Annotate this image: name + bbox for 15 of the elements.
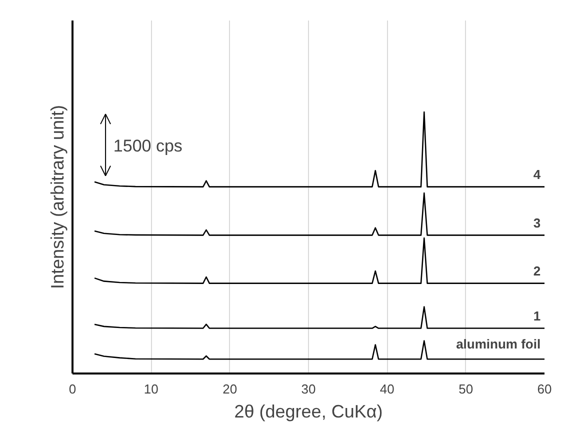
x-axis-title: 2θ (degree, CuKα) [234,402,383,422]
y-axis-title: Intensity (arbitrary unit) [48,104,68,290]
x-tick-label: 20 [222,382,238,396]
series-label: 3 [533,215,541,230]
series-label: 1 [533,308,541,324]
series-label: 4 [533,166,542,182]
series-label: aluminum foil [456,336,541,352]
x-tick-label: 10 [144,382,158,396]
annotation: 1500 cps [113,136,182,156]
x-tick-label: 60 [537,382,552,396]
series-label: 2 [533,263,541,278]
x-tick-label: 40 [380,382,394,396]
x-tick-label: 0 [68,382,76,396]
x-tick-label: 50 [458,382,474,396]
x-tick-label: 30 [301,382,316,396]
